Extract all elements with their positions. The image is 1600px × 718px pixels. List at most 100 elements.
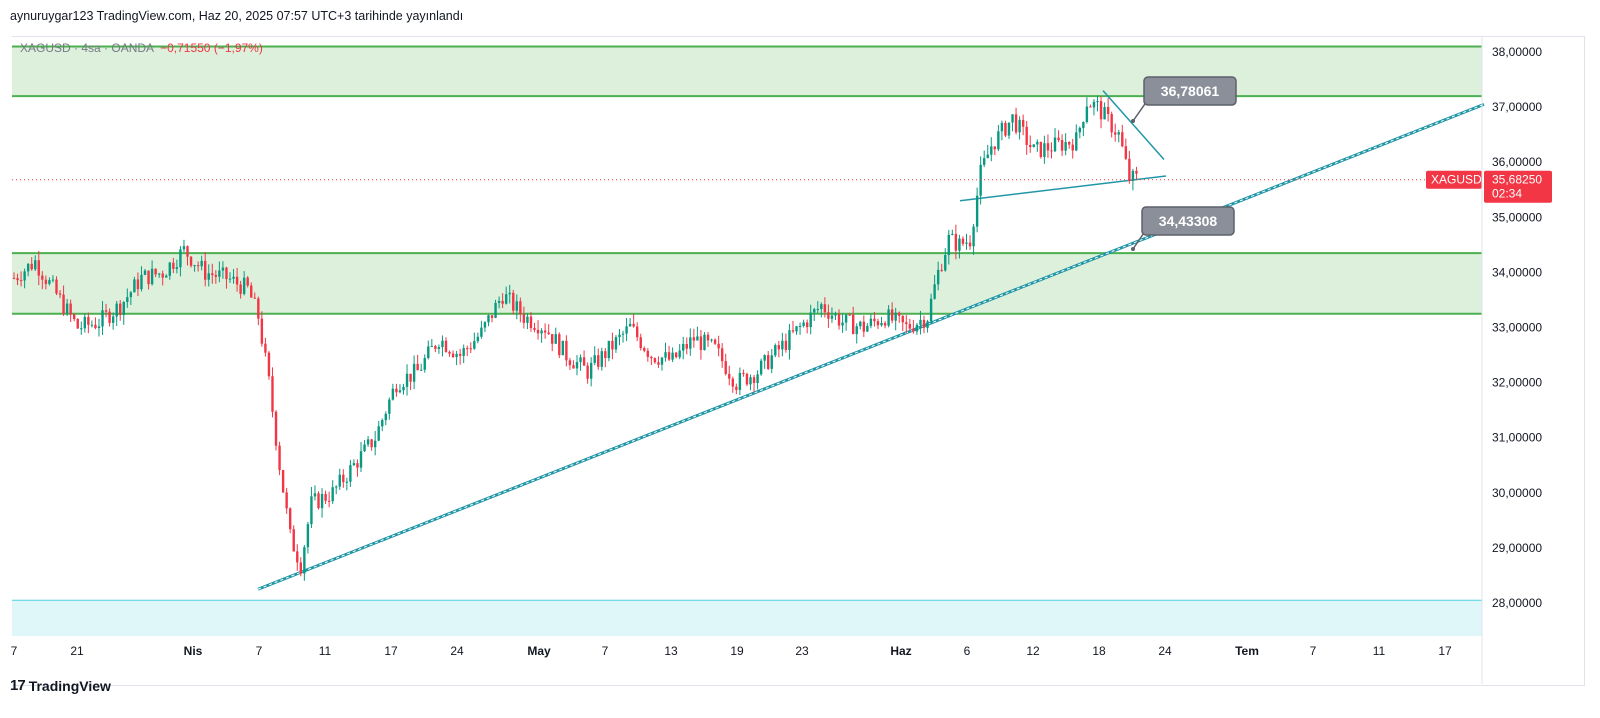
candle-up <box>1103 107 1106 120</box>
y-axis[interactable]: 38,00000 37,00000 36,00000 35,00000 34,00000… <box>1481 36 1542 684</box>
candle-up <box>915 324 919 332</box>
candle-up <box>391 388 395 400</box>
candle-up <box>420 369 423 371</box>
candle-up <box>738 373 742 390</box>
candle-down <box>1089 106 1092 108</box>
candle-down <box>260 318 264 344</box>
candle-down <box>674 352 678 358</box>
candle-up <box>593 355 596 363</box>
candle-down <box>699 336 703 350</box>
candle-up <box>841 322 844 326</box>
candle-up <box>34 260 37 270</box>
candle-up <box>526 316 529 323</box>
x-tick-label: 23 <box>795 644 809 658</box>
candle-down <box>466 348 469 350</box>
candle-up <box>65 303 69 314</box>
lower-price-label-anchor <box>1131 247 1135 251</box>
candle-up <box>834 314 837 316</box>
candle-down <box>327 500 331 502</box>
candle-up <box>894 312 897 321</box>
candle-up <box>1036 141 1039 145</box>
candle-up <box>986 154 989 159</box>
candle-up <box>182 246 186 250</box>
candle-down <box>172 262 175 269</box>
y-tick-label: 29,00000 <box>1492 541 1542 555</box>
candle-up <box>813 309 816 313</box>
resistance-zone-1 <box>12 253 1482 314</box>
candle-up <box>972 226 975 247</box>
candle-down <box>211 273 214 276</box>
candle-up <box>1000 122 1004 132</box>
candle-up <box>218 270 221 277</box>
candle-up <box>561 340 565 356</box>
candle-up <box>682 343 685 351</box>
candle-up <box>437 347 441 349</box>
candle-down <box>1046 143 1050 151</box>
candle-up <box>352 463 356 466</box>
candle-down <box>908 324 912 329</box>
candle-up <box>579 357 582 363</box>
candle-up <box>487 315 490 323</box>
x-tick-label: Haz <box>890 644 911 658</box>
candle-up <box>349 465 352 482</box>
x-tick-label: 19 <box>730 644 744 658</box>
candle-down <box>119 303 122 315</box>
candle-down <box>611 340 614 350</box>
candle-down <box>653 358 657 363</box>
candle-up <box>756 374 759 383</box>
brand-name: TradingView <box>28 677 111 694</box>
candle-up <box>869 318 873 326</box>
candle-up <box>781 340 784 350</box>
candle-up <box>990 146 993 155</box>
candle-up <box>887 309 890 326</box>
candle-up <box>600 351 603 367</box>
candle-up <box>936 269 940 285</box>
candle-down <box>225 267 228 280</box>
legend-sep: · <box>100 41 112 55</box>
x-axis[interactable]: 7 21 Nis 7 11 17 24 May 7 13 19 23 Haz 6 12 18 24 Tem 7 11 1… <box>11 644 1452 658</box>
candle-down <box>1021 119 1025 127</box>
y-tick-label: 32,00000 <box>1492 376 1542 390</box>
candle-down <box>568 360 572 366</box>
y-tick-label: 31,00000 <box>1492 431 1542 445</box>
candle-down <box>898 312 901 316</box>
x-tick-label: 7 <box>1310 644 1317 658</box>
y-tick-label: 28,00000 <box>1492 596 1542 610</box>
x-tick-label: 12 <box>1026 644 1040 658</box>
price-tag-value: 35,68250 <box>1492 173 1542 187</box>
candle-down <box>246 277 249 286</box>
candle-down <box>1099 101 1103 120</box>
candle-down <box>58 293 62 295</box>
y-tick-label: 34,00000 <box>1492 265 1542 279</box>
candle-down <box>639 337 642 349</box>
candle-up <box>614 337 618 350</box>
candle-up <box>363 444 366 452</box>
candle-down <box>745 373 749 385</box>
candle-up <box>671 352 674 360</box>
candle-down <box>1128 158 1131 181</box>
candle-down <box>451 353 455 358</box>
candle-down <box>635 326 639 338</box>
candle-down <box>883 323 887 326</box>
candle-down <box>41 275 44 280</box>
candle-down <box>62 294 65 314</box>
candle-up <box>129 292 133 298</box>
candle-up <box>494 302 497 318</box>
candle-down <box>490 315 494 318</box>
candle-down <box>685 343 688 349</box>
candle-up <box>703 334 706 350</box>
candle-down <box>395 388 398 393</box>
candle-up <box>1011 114 1014 123</box>
candle-up <box>388 399 391 414</box>
x-tick-label: 24 <box>450 644 464 658</box>
candle-up <box>816 309 819 311</box>
candle-up <box>798 325 802 327</box>
candle-up <box>306 524 310 548</box>
candle-up <box>221 267 225 271</box>
symbol-legend[interactable]: XAGUSD · 4sa · OANDA −0,71550 (−1,97%) <box>20 41 263 55</box>
tradingview-brand[interactable]: 17 TradingView <box>10 677 111 694</box>
bottom-zone <box>12 600 1482 636</box>
candle-up <box>607 340 611 359</box>
candle-down <box>147 270 150 285</box>
